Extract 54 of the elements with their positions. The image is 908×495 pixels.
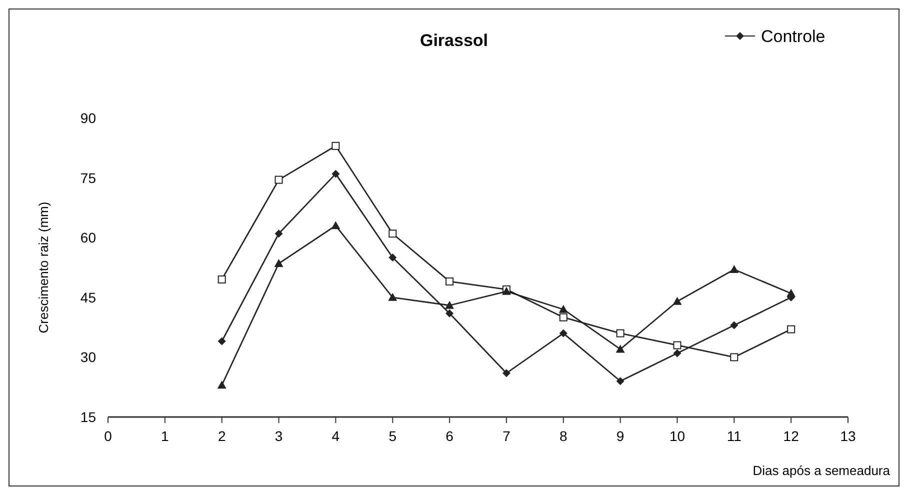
x-tick-label: 12 (783, 428, 800, 444)
x-tick-label: 4 (332, 428, 340, 444)
x-tick-label: 6 (446, 428, 454, 444)
x-tick-label: 8 (559, 428, 568, 444)
x-tick-label: 3 (274, 428, 283, 444)
point (274, 230, 283, 238)
x-axis-title: Dias após a semeadura (752, 463, 891, 478)
x-tick-label: 1 (161, 428, 170, 444)
x-tick-label: 10 (669, 428, 686, 444)
x-tick-label: 7 (502, 428, 511, 444)
point (331, 221, 340, 230)
legend-label: Controle (761, 27, 826, 46)
y-tick-label: 90 (80, 110, 96, 126)
point (672, 296, 682, 305)
x-tick-label: 9 (616, 428, 624, 444)
point (730, 264, 739, 273)
point (388, 230, 397, 238)
point (274, 176, 283, 184)
point (446, 309, 454, 318)
x-tick-label: 0 (104, 428, 112, 444)
y-tick-label: 45 (80, 289, 96, 306)
point (616, 377, 624, 386)
point (786, 288, 796, 297)
y-tick-label: 60 (80, 230, 96, 246)
chart-title: Girassol (420, 31, 488, 50)
point (218, 337, 226, 346)
x-tick-label: 2 (218, 428, 226, 444)
y-tick-label: 15 (80, 409, 96, 425)
point (616, 344, 625, 353)
y-axis-title: Crescimento raiz (mm) (36, 202, 51, 334)
point (616, 329, 624, 338)
x-tick-label: 13 (840, 428, 856, 444)
point (446, 277, 454, 286)
x-tick-label: 5 (388, 428, 397, 444)
point (730, 353, 738, 362)
point (332, 170, 340, 178)
y-tick-label: 30 (80, 349, 96, 366)
point (787, 325, 796, 334)
point (559, 329, 568, 338)
point (673, 341, 682, 350)
point (559, 313, 568, 322)
point (730, 321, 738, 330)
x-tick-label: 11 (726, 428, 742, 444)
point (558, 304, 568, 313)
point (218, 275, 226, 284)
point (388, 292, 398, 301)
point (217, 380, 226, 389)
point (332, 142, 340, 150)
point (445, 300, 454, 309)
y-tick-label: 75 (80, 170, 96, 186)
point (388, 254, 397, 262)
point (274, 259, 284, 268)
point (502, 369, 510, 378)
point (673, 349, 682, 358)
